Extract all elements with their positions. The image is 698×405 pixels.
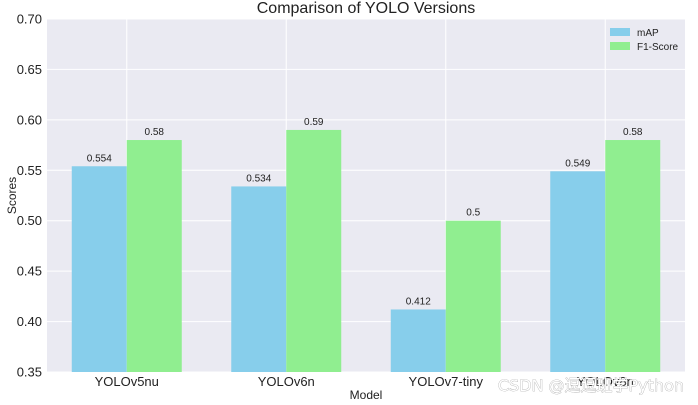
bar-map-3: [550, 171, 606, 372]
bar-f1-score-1: [286, 129, 342, 372]
watermark: CSDN @逗逗班学Python: [498, 376, 684, 395]
data-label: 0.58: [623, 127, 643, 138]
x-tick-label: YOLOv6n: [258, 374, 315, 389]
data-label: 0.554: [87, 153, 112, 164]
y-tick-label: 0.35: [17, 365, 42, 380]
bars: [71, 129, 661, 372]
legend-label: mAP: [637, 28, 659, 39]
bar-map-1: [231, 186, 287, 372]
y-tick-label: 0.60: [17, 112, 42, 127]
y-tick-label: 0.65: [17, 62, 42, 77]
legend-swatch: [610, 42, 630, 50]
data-label: 0.549: [565, 158, 590, 169]
x-axis-label: Model: [350, 388, 383, 402]
x-tick-label: YOLOv7-tiny: [409, 374, 484, 389]
y-tick-label: 0.70: [17, 12, 42, 27]
data-labels: 0.554 0.58 0.534 0.59 0.412 0.5 0.549 0.58: [87, 117, 643, 308]
y-axis-ticks: 0.35 0.40 0.45 0.50 0.55 0.60 0.65 0.70: [17, 12, 42, 380]
data-label: 0.5: [466, 208, 480, 219]
legend: mAP F1-Score: [610, 28, 679, 53]
y-tick-label: 0.40: [17, 314, 42, 329]
x-axis-ticks: YOLOv5nu YOLOv6n YOLOv7-tiny YOLOv8n: [95, 374, 634, 389]
y-tick-label: 0.45: [17, 264, 42, 279]
legend-label: F1-Score: [637, 42, 679, 53]
bar-map-0: [71, 166, 127, 372]
bar-f1-score-3: [605, 140, 661, 372]
y-tick-label: 0.55: [17, 163, 42, 178]
chart-title: Comparison of YOLO Versions: [257, 0, 475, 17]
y-tick-label: 0.50: [17, 213, 42, 228]
data-label: 0.412: [406, 296, 431, 307]
data-label: 0.59: [304, 117, 324, 128]
bar-map-2: [390, 309, 446, 372]
y-axis-label: Scores: [5, 177, 19, 214]
bar-f1-score-2: [445, 220, 501, 372]
x-tick-label: YOLOv8n: [577, 374, 634, 389]
data-label: 0.58: [145, 127, 165, 138]
x-tick-label: YOLOv5nu: [95, 374, 159, 389]
data-label: 0.534: [246, 173, 271, 184]
bar-f1-score-0: [126, 140, 182, 372]
legend-swatch: [610, 28, 630, 36]
